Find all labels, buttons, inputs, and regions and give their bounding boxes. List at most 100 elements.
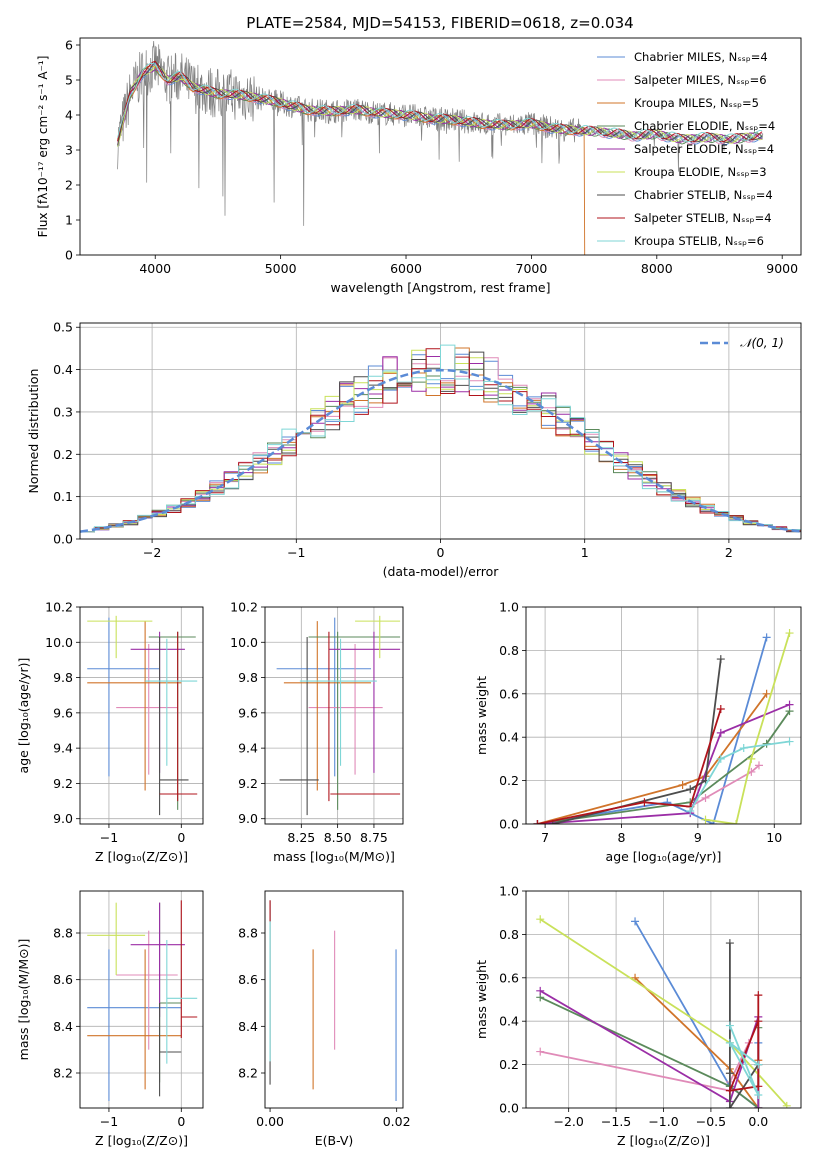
x-tick-label: −0.5 xyxy=(696,1114,726,1129)
weight-marker xyxy=(754,1104,763,1108)
errorbar xyxy=(355,615,401,659)
y-tick-label: 10.2 xyxy=(230,600,258,615)
panel-EBV-mass: 0.00 0.02 8.2 8.4 8.6 8.8 E(B-V) xyxy=(238,890,411,1148)
legend-label: Chabrier MILES, Nₛₛₚ=4 xyxy=(634,50,768,64)
errorbar xyxy=(87,902,146,975)
x-tick-label: 5000 xyxy=(265,261,297,276)
y-tick-label: 10.0 xyxy=(230,635,258,650)
panel-mass-age: 8.25 8.50 8.75 9.0 9.2 9.4 9.6 9.8 10.0 10.2 mass … xyxy=(230,600,404,864)
x-tick-label: 0 xyxy=(177,1114,185,1129)
weight-marker xyxy=(785,737,794,746)
legend-label: 𝒩(0, 1) xyxy=(740,336,784,350)
weight-marker xyxy=(725,1021,734,1030)
axes-frame xyxy=(79,606,204,825)
weight-marker xyxy=(747,754,756,763)
x-tick-label: 10 xyxy=(766,830,782,845)
y-tick-label: 0.6 xyxy=(499,970,519,985)
y-tick-label: 0.0 xyxy=(499,817,519,832)
y-tick-label: 0.4 xyxy=(53,362,73,377)
x-axis-label: Z [log₁₀(Z/Z⊙)] xyxy=(95,849,188,864)
weight-line xyxy=(537,708,722,824)
y-axis-label: mass [log₁₀(M/M⊙)] xyxy=(16,939,31,1061)
x-tick-label: 4000 xyxy=(139,261,171,276)
panel-Z-weight: −2.0 −1.5 −1.0 −0.5 0.0 0.0 0.2 0.4 0.6 0.8 1.0 Z [… xyxy=(474,884,802,1148)
weight-marker xyxy=(754,1090,763,1099)
legend-label: Chabrier STELIB, Nₛₛₚ=4 xyxy=(634,188,773,202)
y-axis-label: mass weight xyxy=(474,960,489,1039)
weight-marker xyxy=(725,1104,734,1108)
x-axis-label: wavelength [Angstrom, rest frame] xyxy=(330,280,550,295)
y-tick-label: 0.4 xyxy=(499,730,519,745)
errorbar xyxy=(299,638,377,766)
errorbar xyxy=(116,930,178,1050)
errorbar xyxy=(283,621,372,791)
axes-frame xyxy=(79,890,204,1109)
model-line xyxy=(117,62,763,143)
errorbar xyxy=(130,902,185,1017)
plot-area-Z-mass xyxy=(80,891,203,1108)
legend-label: Salpeter MILES, Nₛₛₚ=6 xyxy=(634,73,767,87)
legend-label: Salpeter STELIB, Nₛₛₚ=4 xyxy=(634,211,772,225)
errorbar xyxy=(180,900,198,1038)
figure-title: PLATE=2584, MJD=54153, FIBERID=0618, z=0… xyxy=(246,14,633,32)
legend-label: Salpeter ELODIE, Nₛₛₚ=4 xyxy=(634,142,774,156)
y-tick-label: 1.0 xyxy=(499,600,519,615)
y-tick-label: 9.8 xyxy=(238,670,258,685)
plot-area-residuals xyxy=(80,323,801,539)
x-tick-label: 7 xyxy=(541,830,549,845)
y-tick-label: 8.6 xyxy=(238,972,258,987)
y-tick-label: 8.8 xyxy=(238,926,258,941)
y-tick-label: 9.2 xyxy=(238,776,258,791)
x-tick-label: −1.5 xyxy=(601,1114,631,1129)
x-axis-label: (data-model)/error xyxy=(383,564,500,579)
normal-curve xyxy=(80,368,801,533)
x-tick-label: −2.0 xyxy=(553,1114,583,1129)
y-tick-label: 0.4 xyxy=(499,1014,519,1029)
axes-frame xyxy=(79,37,802,256)
y-tick-label: 9.0 xyxy=(53,811,73,826)
weight-marker xyxy=(762,633,771,642)
x-tick-label: 9000 xyxy=(766,261,798,276)
panel-spectrum: 4000 5000 6000 7000 8000 9000 0 1 2 3 4 5 6 wavelengt… xyxy=(36,37,802,295)
weight-line xyxy=(689,764,760,808)
y-tick-label: 10.0 xyxy=(45,635,73,650)
y-tick-label: 9.6 xyxy=(238,705,258,720)
errorbar xyxy=(145,638,198,766)
residual-histogram xyxy=(80,344,801,533)
weight-marker xyxy=(762,689,771,698)
errorbar xyxy=(87,617,160,777)
weight-line xyxy=(705,632,791,824)
weight-line xyxy=(539,996,760,1108)
axes-frame xyxy=(525,606,802,825)
y-tick-label: 3 xyxy=(65,143,73,158)
weight-marker xyxy=(754,1060,763,1069)
errorbar xyxy=(87,949,182,1090)
weight-marker xyxy=(716,728,725,737)
errorbar xyxy=(328,631,401,802)
x-tick-label: −1 xyxy=(100,1114,118,1129)
y-tick-label: 0 xyxy=(65,248,73,263)
y-tick-label: 0.5 xyxy=(53,320,73,335)
x-tick-label: 1 xyxy=(581,545,589,560)
plot-area-spectrum xyxy=(117,40,764,255)
weight-line xyxy=(537,693,768,824)
weight-marker xyxy=(640,798,649,807)
x-tick-label: 0.0 xyxy=(748,1114,768,1129)
y-axis-label: Normed distribution xyxy=(26,369,41,494)
y-tick-label: 8.4 xyxy=(238,1019,258,1034)
weight-marker xyxy=(678,780,687,789)
x-tick-label: 0.02 xyxy=(383,1114,411,1129)
weight-line xyxy=(729,1025,760,1096)
y-axis-label: Flux [fλ10⁻¹⁷ erg cm⁻² s⁻¹ A⁻¹] xyxy=(36,56,50,238)
errorbar xyxy=(130,631,185,773)
y-axis-label: age [log₁₀(age/yr)] xyxy=(16,658,31,774)
axes-frame xyxy=(264,890,404,1109)
panel-Z-age: −1 0 9.0 9.2 9.4 9.6 9.8 10.0 10.2 Z [log₁₀(Z/Z⊙)… xyxy=(16,600,204,864)
weight-marker xyxy=(716,704,725,713)
x-axis-label: E(B-V) xyxy=(315,1133,354,1148)
x-tick-label: 9 xyxy=(694,830,702,845)
y-tick-label: 0.0 xyxy=(499,1101,519,1116)
x-axis-label: Z [log₁₀(Z/Z⊙)] xyxy=(95,1133,188,1148)
weight-marker xyxy=(754,991,763,1000)
weight-marker xyxy=(725,1038,734,1047)
